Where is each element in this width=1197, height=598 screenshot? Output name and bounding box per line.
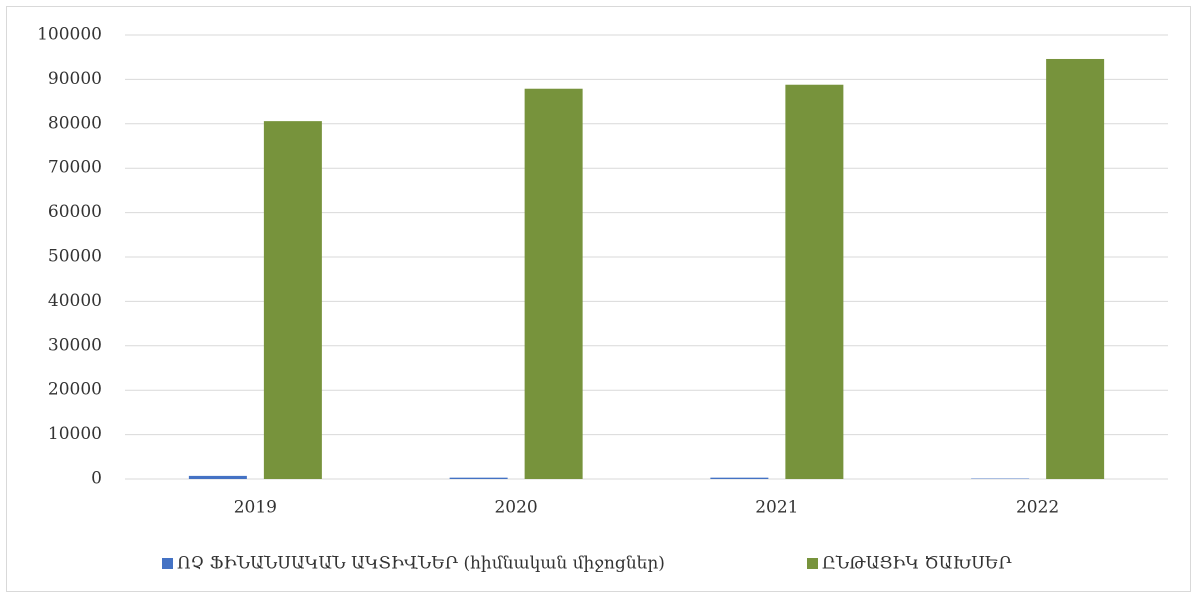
y-tick-label: 10000: [48, 424, 102, 444]
y-tick-label: 100000: [37, 25, 102, 45]
y-tick-label: 80000: [48, 113, 102, 133]
legend-swatch: [162, 558, 173, 569]
y-tick-label: 60000: [48, 202, 102, 222]
legend-label: ԸՆԹԱՑԻԿ ԾԱԽՍԵՐ: [822, 554, 1012, 574]
bar: [524, 88, 583, 479]
bar: [710, 477, 769, 479]
y-tick-label: 30000: [48, 335, 102, 355]
y-tick-label: 0: [91, 469, 102, 489]
legend-swatch: [807, 558, 818, 569]
y-tick-label: 50000: [48, 247, 102, 267]
bar: [785, 84, 844, 479]
y-tick-label: 70000: [48, 158, 102, 178]
bar: [188, 475, 247, 479]
chart-border: [6, 6, 1191, 592]
bar: [449, 477, 508, 479]
x-tick-label: 2020: [494, 498, 537, 518]
bar: [263, 121, 322, 480]
x-tick-label: 2021: [755, 498, 798, 518]
bar: [1046, 58, 1105, 479]
x-tick-label: 2022: [1016, 498, 1059, 518]
y-tick-label: 40000: [48, 291, 102, 311]
x-tick-label: 2019: [234, 498, 277, 518]
legend-label: ՈՉ ՖԻՆԱՆՍԱԿԱՆ ԱԿՏԻՎՆԵՐ (հիմնական միջոցնե…: [177, 554, 665, 574]
y-tick-label: 20000: [48, 380, 102, 400]
y-tick-label: 90000: [48, 69, 102, 89]
